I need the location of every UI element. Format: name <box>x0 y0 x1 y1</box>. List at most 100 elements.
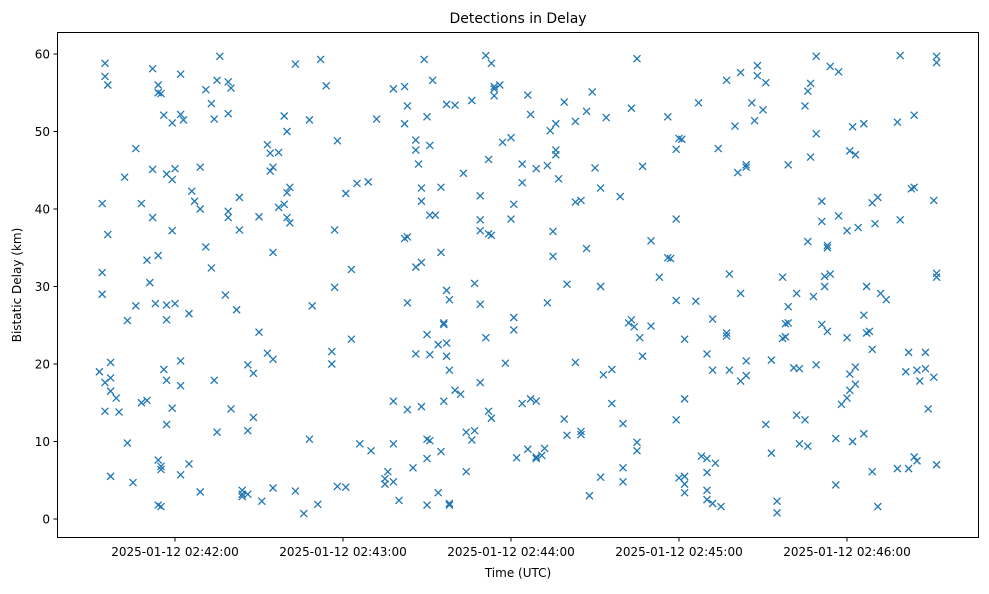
data-point <box>596 282 605 291</box>
data-point <box>616 192 625 201</box>
data-point <box>691 297 700 306</box>
data-point <box>812 52 821 61</box>
data-point <box>666 254 675 263</box>
x-tick-label: 2025-01-12 02:43:00 <box>279 545 406 559</box>
data-point <box>269 484 277 492</box>
data-point <box>551 119 560 128</box>
data-point <box>893 118 902 127</box>
data-point <box>106 472 115 481</box>
data-point <box>451 386 459 395</box>
data-point <box>238 486 247 495</box>
data-point <box>168 404 177 413</box>
data-point <box>823 327 832 336</box>
data-point <box>773 497 781 506</box>
data-point <box>711 459 720 468</box>
data-point <box>638 352 647 361</box>
data-point <box>313 500 322 509</box>
data-point <box>470 426 479 435</box>
data-point <box>532 164 541 173</box>
data-point <box>389 439 398 448</box>
data-point <box>540 444 549 453</box>
data-point <box>851 380 860 389</box>
data-point <box>467 435 476 444</box>
y-tick-label: 0 <box>42 513 50 527</box>
data-point <box>445 499 454 508</box>
data-point <box>249 369 258 378</box>
data-point <box>873 193 882 202</box>
data-point <box>159 111 168 120</box>
data-point <box>168 226 177 235</box>
data-point <box>417 402 426 411</box>
data-point <box>330 283 339 292</box>
data-point <box>546 126 555 135</box>
data-point <box>243 426 252 435</box>
data-point <box>176 356 185 365</box>
data-point <box>831 434 840 443</box>
data-point <box>389 477 398 486</box>
data-point <box>843 394 851 403</box>
data-point <box>442 339 451 348</box>
data-point <box>588 88 597 96</box>
data-point <box>801 101 809 110</box>
data-point <box>523 91 532 100</box>
data-point <box>423 454 431 463</box>
data-point <box>243 490 252 499</box>
y-tick-label: 20 <box>35 358 50 372</box>
data-point <box>372 115 381 124</box>
data-point <box>633 446 641 455</box>
y-tick-label: 30 <box>35 280 50 294</box>
data-point <box>742 160 751 169</box>
data-point <box>672 215 681 224</box>
data-point <box>932 460 941 469</box>
data-point <box>843 226 851 235</box>
data-point <box>263 140 272 149</box>
data-point <box>619 463 627 472</box>
data-point <box>423 330 431 339</box>
y-tick-label: 60 <box>35 48 50 62</box>
data-point <box>585 491 594 500</box>
data-point <box>921 348 930 357</box>
data-point <box>179 115 188 124</box>
data-point <box>249 413 258 422</box>
data-point <box>215 52 224 61</box>
data-point <box>137 199 146 208</box>
data-point <box>747 98 756 107</box>
data-point <box>148 165 157 174</box>
data-point <box>434 340 443 349</box>
data-point <box>806 79 815 88</box>
data-point <box>750 116 759 125</box>
data-point <box>767 449 776 458</box>
data-point <box>543 161 552 170</box>
data-point <box>414 160 423 169</box>
data-point <box>913 366 921 375</box>
data-point <box>487 414 496 423</box>
data-point <box>742 356 751 365</box>
data-point <box>876 289 885 298</box>
data-point <box>196 487 205 496</box>
data-point <box>795 439 804 448</box>
data-point <box>602 113 611 122</box>
data-point <box>157 462 165 471</box>
data-point <box>103 230 112 239</box>
data-point <box>803 442 812 451</box>
data-point <box>910 111 919 120</box>
data-point <box>456 390 465 399</box>
data-point <box>672 296 681 305</box>
data-point <box>227 404 235 413</box>
data-point <box>151 299 160 308</box>
data-point <box>717 502 725 511</box>
data-point <box>353 179 361 188</box>
data-point <box>171 299 179 308</box>
data-point <box>403 232 412 241</box>
data-point <box>795 364 804 373</box>
data-point <box>526 394 535 403</box>
data-point <box>439 320 448 329</box>
data-point <box>162 315 171 324</box>
data-point <box>549 227 557 236</box>
data-point <box>680 480 689 489</box>
data-point <box>157 502 165 511</box>
data-point <box>703 486 711 495</box>
data-point <box>417 184 426 193</box>
